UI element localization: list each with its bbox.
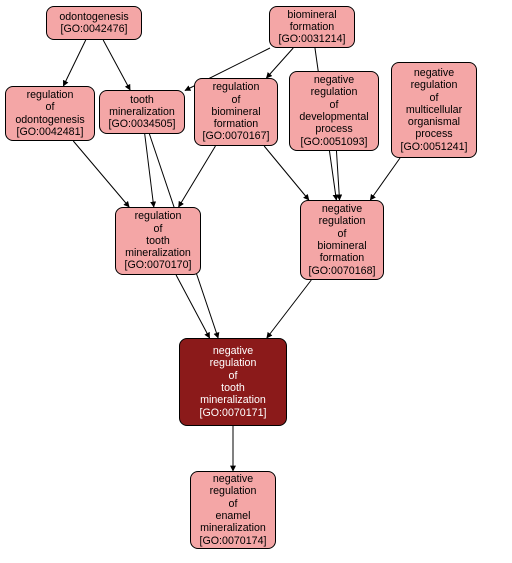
edge-odontogenesis-to-tooth_mineralization xyxy=(103,40,130,90)
edge-neg_biomineral-to-neg_tooth_min xyxy=(267,280,312,338)
node-label: biomineralformation[GO:0031214] xyxy=(279,9,346,46)
node-neg_tooth_min: negativeregulationoftoothmineralization[… xyxy=(179,338,287,426)
edge-reg_odontogenesis-to-reg_tooth_min xyxy=(73,141,129,207)
node-label: regulationofodontogenesis[GO:0042481] xyxy=(15,89,84,138)
edge-odontogenesis-to-reg_odontogenesis xyxy=(63,40,85,86)
node-tooth_mineralization: toothmineralization[GO:0034505] xyxy=(99,90,185,134)
node-label: toothmineralization[GO:0034505] xyxy=(109,94,176,131)
node-reg_tooth_min: regulationoftoothmineralization[GO:00701… xyxy=(115,207,201,275)
node-odontogenesis: odontogenesis[GO:0042476] xyxy=(46,6,142,40)
edge-reg_biomineral-to-neg_biomineral xyxy=(264,146,309,200)
node-reg_biomineral: regulationofbiomineralformation[GO:00701… xyxy=(194,78,278,146)
node-label: negativeregulationofenamelmineralization… xyxy=(200,473,267,547)
edge-tooth_mineralization-to-reg_tooth_min xyxy=(145,134,154,207)
node-biomineral_formation: biomineralformation[GO:0031214] xyxy=(269,6,355,48)
edge-reg_biomineral-to-reg_tooth_min xyxy=(179,146,216,207)
node-neg_dev_process: negativeregulationofdevelopmentalprocess… xyxy=(289,71,379,151)
node-label: negativeregulationoftoothmineralization[… xyxy=(200,345,267,419)
node-neg_enamel_min: negativeregulationofenamelmineralization… xyxy=(190,471,276,549)
edge-biomineral_formation-to-reg_biomineral xyxy=(266,48,293,78)
node-label: regulationofbiomineralformation[GO:00701… xyxy=(203,81,270,142)
node-neg_biomineral: negativeregulationofbiomineralformation[… xyxy=(300,200,384,280)
node-label: odontogenesis[GO:0042476] xyxy=(59,11,128,36)
edge-neg_dev_process-to-neg_biomineral xyxy=(336,151,339,200)
edge-reg_tooth_min-to-neg_tooth_min xyxy=(176,275,210,338)
node-label: negativeregulationofbiomineralformation[… xyxy=(309,203,376,277)
node-label: regulationoftoothmineralization[GO:00701… xyxy=(125,210,192,271)
node-reg_odontogenesis: regulationofodontogenesis[GO:0042481] xyxy=(5,86,95,141)
node-label: negativeregulationofmulticellularorganis… xyxy=(401,67,468,153)
node-label: negativeregulationofdevelopmentalprocess… xyxy=(299,74,368,148)
edge-neg_multi_org-to-neg_biomineral xyxy=(370,158,400,200)
node-neg_multi_org: negativeregulationofmulticellularorganis… xyxy=(391,62,477,158)
